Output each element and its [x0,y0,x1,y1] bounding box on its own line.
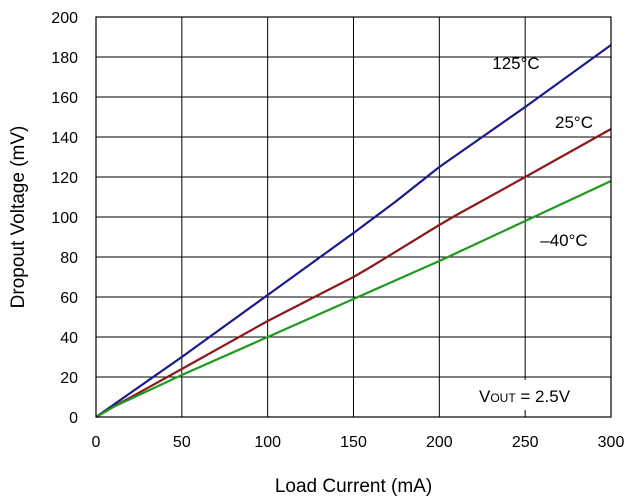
y-tick-label: 120 [51,170,78,187]
y-tick-label: 20 [60,370,78,387]
y-axis-label: Dropout Voltage (mV) [8,126,29,309]
annotation-box [466,380,608,410]
y-tick-label: 180 [51,50,78,67]
vout-annotation: VOUT = 2.5V [479,387,571,406]
x-axis-label: Load Current (mA) [275,476,432,497]
x-tick-label: 150 [340,434,367,451]
series-label-0: 125°C [492,54,539,73]
vout-subscript: OUT [490,391,516,405]
series-lines [95,44,612,418]
x-tick-label: 250 [512,434,539,451]
series-label-1: 25°C [555,113,593,132]
y-tick-label: 80 [60,250,78,267]
x-tick-label: 200 [426,434,453,451]
vout-prefix: V [479,387,491,406]
vout-suffix: = 2.5V [516,387,571,406]
y-tick-label: 40 [60,330,78,347]
y-tick-label: 60 [60,290,78,307]
plot-frame [95,16,612,418]
tick-labels: 0 50 100 150 200 250 300 0 20 40 60 80 100 120 140 160 1… [51,10,624,451]
series-line-1 [95,128,612,418]
y-tick-label: 160 [51,90,78,107]
x-tick-label: 300 [598,434,625,451]
series-labels: 125°C 25°C –40°C [492,54,593,250]
series-label-2: –40°C [540,231,587,250]
grid [96,17,611,417]
y-tick-label: 100 [51,210,78,227]
y-tick-label: 0 [69,410,78,427]
x-tick-label: 50 [173,434,191,451]
series-line-0 [95,44,612,418]
x-tick-label: 100 [254,434,281,451]
y-tick-label: 140 [51,130,78,147]
x-tick-label: 0 [92,434,101,451]
series-line-2 [95,180,612,418]
y-tick-label: 200 [51,10,78,27]
